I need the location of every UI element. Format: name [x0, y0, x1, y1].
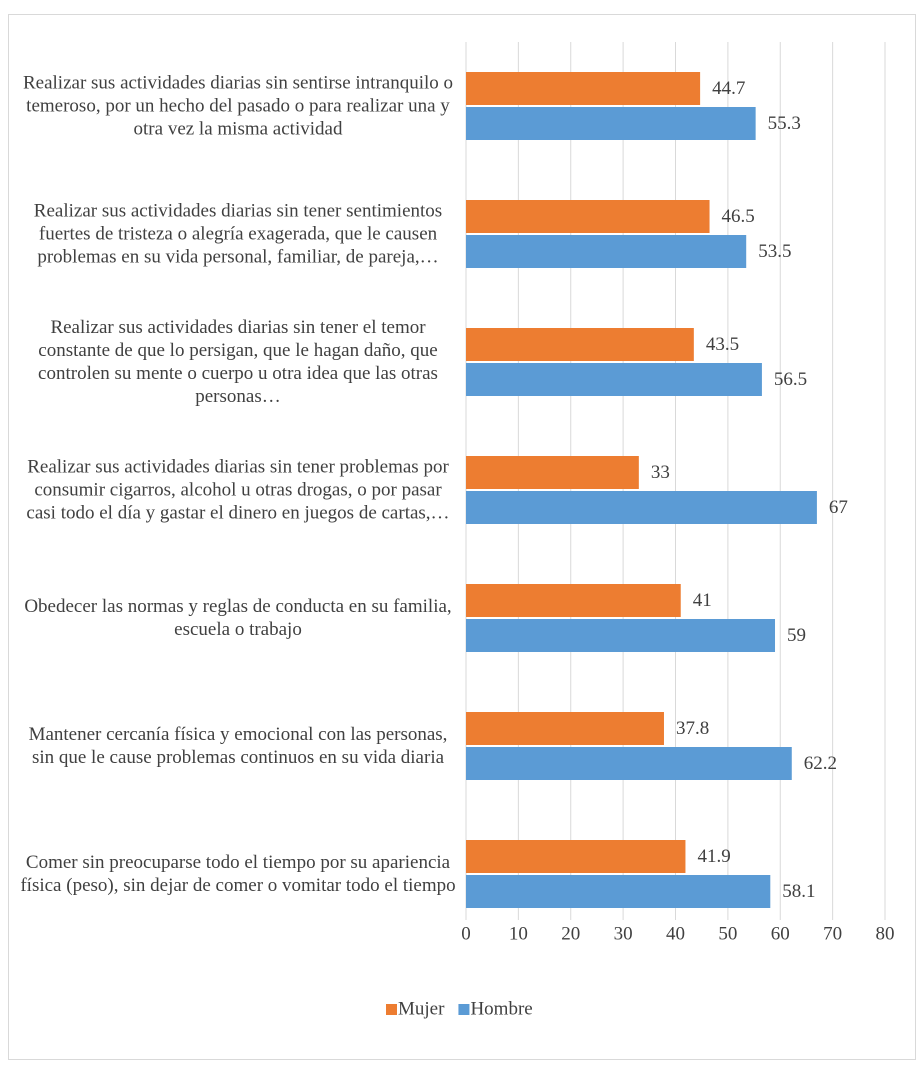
legend-label: Mujer	[398, 998, 445, 1019]
x-tick-label: 10	[509, 923, 528, 944]
x-tick-label: 50	[718, 923, 737, 944]
bar	[466, 72, 701, 105]
bar	[466, 840, 686, 873]
x-tick-label: 30	[614, 923, 633, 944]
bar	[466, 619, 776, 652]
value-label: 33	[651, 462, 670, 483]
bar	[466, 712, 664, 745]
bar	[466, 456, 639, 489]
legend-swatch	[386, 1004, 397, 1015]
category-label: Obedecer las normas y reglas de conducta…	[24, 596, 452, 640]
bar	[466, 328, 694, 361]
x-tick-label: 0	[461, 923, 471, 944]
value-label: 44.7	[712, 78, 745, 99]
value-label: 53.5	[758, 241, 791, 262]
chart-frame	[8, 14, 916, 1060]
x-tick-label: 70	[823, 923, 842, 944]
value-label: 67	[829, 497, 848, 518]
category-label: Realizar sus actividades diarias sin ten…	[33, 200, 443, 268]
value-label: 55.3	[768, 113, 801, 134]
value-label: 37.8	[676, 718, 709, 739]
bar	[466, 747, 792, 780]
value-label: 62.2	[804, 753, 837, 774]
value-label: 43.5	[706, 334, 739, 355]
value-label: 58.1	[782, 881, 815, 902]
legend-label: Hombre	[470, 998, 532, 1019]
legend-swatch	[458, 1004, 470, 1015]
x-tick-label: 20	[561, 923, 580, 944]
category-label: Realizar sus actividades diarias sin sen…	[22, 72, 454, 140]
value-label: 41	[693, 590, 712, 611]
x-tick-label: 60	[771, 923, 790, 944]
value-label: 46.5	[722, 206, 755, 227]
bar	[466, 584, 681, 617]
value-label: 56.5	[774, 369, 807, 390]
bar	[466, 875, 771, 908]
category-label: Comer sin preocuparse todo el tiempo por…	[20, 852, 456, 896]
bar	[466, 235, 747, 268]
bar	[466, 200, 710, 233]
bar	[466, 491, 817, 524]
category-label: Mantener cercanía física y emocional con…	[28, 724, 448, 768]
value-label: 59	[787, 625, 806, 646]
category-label: Realizar sus actividades diarias sin ten…	[38, 317, 438, 407]
bar	[466, 107, 756, 140]
x-tick-label: 80	[876, 923, 895, 944]
x-tick-label: 40	[666, 923, 685, 944]
category-label: Realizar sus actividades diarias sin ten…	[26, 456, 450, 524]
value-label: 41.9	[697, 846, 730, 867]
bar	[466, 363, 762, 396]
